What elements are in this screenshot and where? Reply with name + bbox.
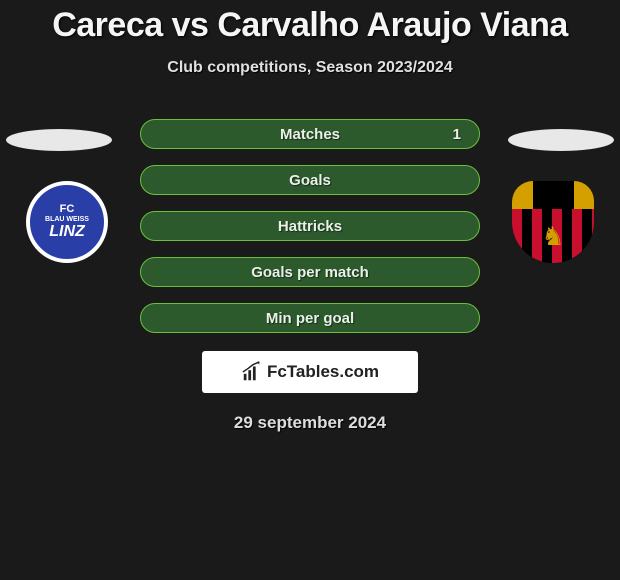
- left-logo-name: LINZ: [49, 224, 85, 240]
- left-ellipse: [6, 129, 112, 151]
- left-logo-fc: FC: [60, 204, 75, 215]
- subtitle: Club competitions, Season 2023/2024: [0, 59, 620, 77]
- date-text: 29 september 2024: [0, 413, 620, 433]
- brand-box[interactable]: FcTables.com: [202, 351, 418, 393]
- bar-value: 1: [453, 126, 461, 143]
- page-title: Careca vs Carvalho Araujo Viana: [0, 0, 620, 45]
- bar-label: Matches: [280, 126, 340, 143]
- lion-icon: ♞: [541, 221, 564, 252]
- brand-text: FcTables.com: [267, 362, 379, 382]
- left-team-logo: FC BLAU WEISS LINZ: [26, 181, 108, 263]
- left-logo-sub: BLAU WEISS: [45, 216, 89, 223]
- right-team-logo: ♞: [512, 181, 594, 263]
- bar-hattricks: Hattricks: [140, 211, 480, 241]
- bar-matches: Matches 1: [140, 119, 480, 149]
- bar-label: Goals per match: [251, 264, 369, 281]
- bar-goals: Goals: [140, 165, 480, 195]
- right-ellipse: [508, 129, 614, 151]
- comparison-panel: FC BLAU WEISS LINZ ♞ Matches 1 Goals Hat…: [0, 119, 620, 433]
- bar-goals-per-match: Goals per match: [140, 257, 480, 287]
- bar-min-per-goal: Min per goal: [140, 303, 480, 333]
- chart-icon: [241, 361, 263, 383]
- bar-label: Goals: [289, 172, 331, 189]
- bar-label: Min per goal: [266, 310, 354, 327]
- bar-label: Hattricks: [278, 218, 342, 235]
- stats-bars: Matches 1 Goals Hattricks Goals per matc…: [140, 119, 480, 333]
